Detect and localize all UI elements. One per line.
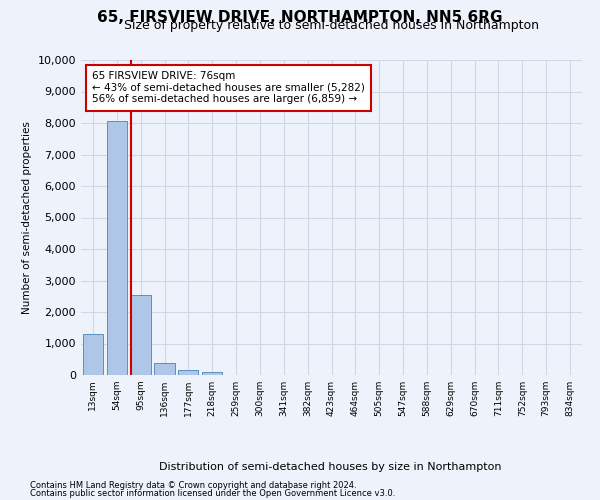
Text: Distribution of semi-detached houses by size in Northampton: Distribution of semi-detached houses by … [159, 462, 501, 472]
Text: Contains HM Land Registry data © Crown copyright and database right 2024.: Contains HM Land Registry data © Crown c… [30, 481, 356, 490]
Bar [202, 372, 223, 375]
Bar [178, 370, 199, 375]
Title: Size of property relative to semi-detached houses in Northampton: Size of property relative to semi-detach… [124, 20, 539, 32]
Bar [154, 364, 175, 375]
Text: 65 FIRSVIEW DRIVE: 76sqm
← 43% of semi-detached houses are smaller (5,282)
56% o: 65 FIRSVIEW DRIVE: 76sqm ← 43% of semi-d… [92, 71, 365, 104]
Bar [131, 296, 151, 375]
Bar [107, 122, 127, 375]
Bar [83, 334, 103, 375]
Text: Contains public sector information licensed under the Open Government Licence v3: Contains public sector information licen… [30, 489, 395, 498]
Y-axis label: Number of semi-detached properties: Number of semi-detached properties [22, 121, 32, 314]
Text: 65, FIRSVIEW DRIVE, NORTHAMPTON, NN5 6RG: 65, FIRSVIEW DRIVE, NORTHAMPTON, NN5 6RG [97, 10, 503, 25]
